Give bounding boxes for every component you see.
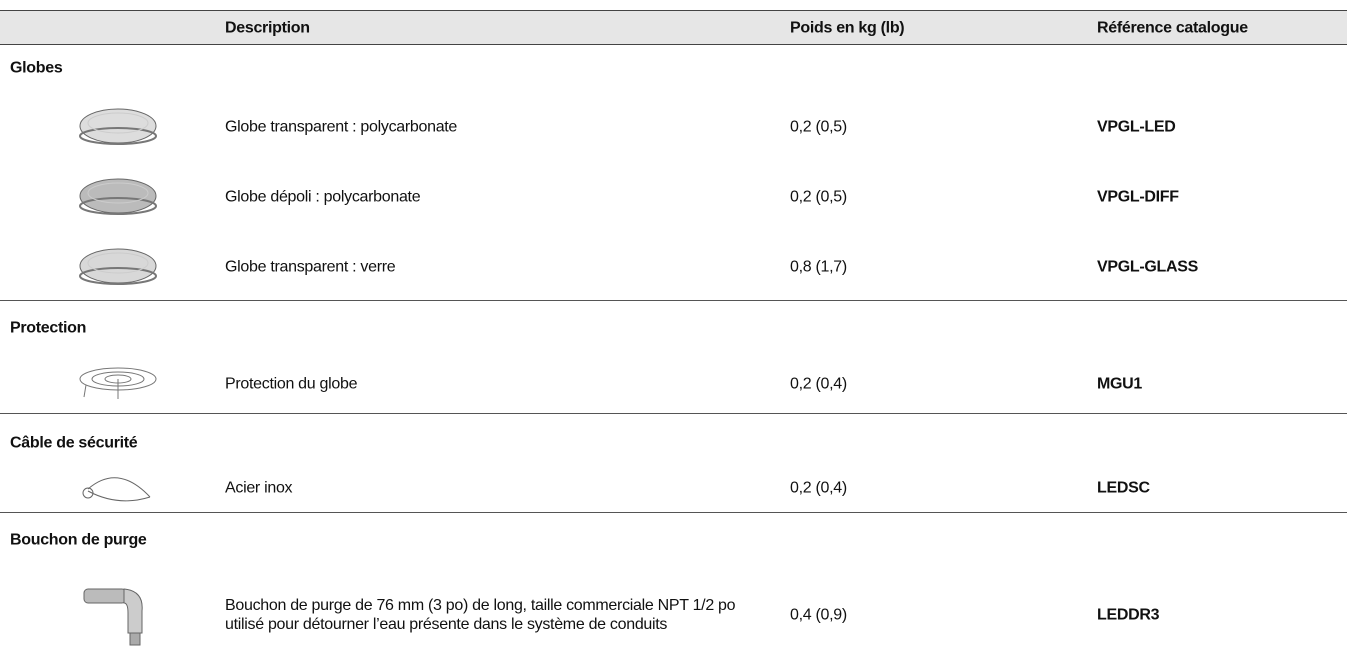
item-reference: LEDDR3: [1097, 606, 1160, 624]
item-description: Globe transparent : polycarbonate: [225, 118, 458, 136]
section-title: Câble de sécurité: [10, 434, 138, 452]
product-image: [79, 367, 157, 399]
item-reference: VPGL-DIFF: [1097, 188, 1179, 206]
section-title: Globes: [10, 59, 63, 77]
item-description: Globe transparent : verre: [225, 258, 396, 276]
item-description: Bouchon de purge de 76 mm (3 po) de long…: [225, 597, 736, 633]
item-reference: MGU1: [1097, 375, 1143, 393]
item-reference: LEDSC: [1097, 479, 1150, 497]
separator: [0, 413, 1347, 414]
product-image: [79, 108, 157, 145]
product-image: [79, 178, 157, 215]
item-weight: 0,2 (0,4): [790, 479, 847, 497]
item-description: Globe dépoli : polycarbonate: [225, 188, 421, 206]
item-weight: 0,8 (1,7): [790, 258, 847, 276]
item-reference: VPGL-GLASS: [1097, 258, 1199, 276]
column-header: Référence catalogue: [1097, 19, 1248, 37]
item-description: Protection du globe: [225, 375, 358, 393]
item-reference: VPGL-LED: [1097, 118, 1176, 136]
product-image: [79, 248, 157, 285]
item-weight: 0,2 (0,5): [790, 188, 847, 206]
product-image: [82, 477, 151, 502]
section-title: Bouchon de purge: [10, 531, 147, 549]
item-weight: 0,2 (0,5): [790, 118, 847, 136]
product-image: [83, 588, 143, 646]
table-header: [0, 10, 1347, 45]
item-description: Acier inox: [225, 479, 293, 497]
section-title: Protection: [10, 319, 87, 337]
item-weight: 0,4 (0,9): [790, 606, 847, 624]
separator: [0, 300, 1347, 301]
item-weight: 0,2 (0,4): [790, 375, 847, 393]
column-header: Description: [225, 19, 310, 37]
separator: [0, 512, 1347, 513]
column-header: Poids en kg (lb): [790, 19, 905, 37]
